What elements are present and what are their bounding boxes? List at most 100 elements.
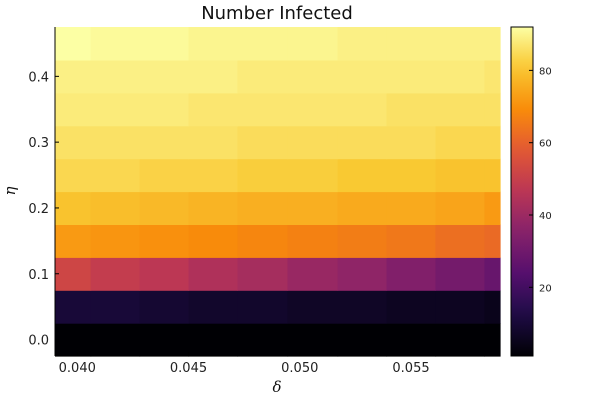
heatmap-cell [484,323,501,357]
heatmap-cell [484,59,501,94]
heatmap-cell [55,59,92,94]
heatmap-cell [435,92,486,127]
heatmap-cell [188,257,239,291]
heatmap-cell [337,323,388,357]
heatmap-cell [237,27,289,61]
heatmap-cell [287,158,339,193]
colorbar-tick-label: 40 [539,211,552,222]
heatmap-cell [90,125,141,160]
heatmap-cell [55,191,92,225]
y-tick-label: 0.1 [28,268,49,283]
heatmap-cell [139,224,190,258]
heatmap-cell [237,191,289,225]
heatmap-cell [287,59,339,94]
heatmap-cell [55,257,92,291]
chart-title: Number Infected [201,3,353,24]
heatmap-cell [139,257,190,291]
heatmap-cell [287,191,339,225]
heatmap-cell [484,257,501,291]
heatmap-cell [55,27,92,61]
heatmap-cell [287,323,339,357]
heatmap-cell [139,290,190,324]
heatmap-cell [435,125,486,160]
heatmap-cell [386,290,437,324]
heatmap-cell [188,323,239,357]
heatmap-cell [386,323,437,357]
heatmap-cell [55,323,92,357]
heatmap-cell [237,158,289,193]
heatmap-cell [55,158,92,193]
heatmap-cell [386,59,437,94]
heatmap-cell [435,158,486,193]
heatmap-cell [55,290,92,324]
heatmap-cell [337,257,388,291]
heatmap-cell [337,224,388,258]
heatmap-cell [90,257,141,291]
heatmap-cell [188,125,239,160]
y-tick-label: 0.4 [28,70,49,85]
heatmap-cell [435,257,486,291]
x-tick-label: 0.045 [170,361,207,376]
heatmap-cell [139,125,190,160]
heatmap-cell [90,224,141,258]
heatmap-cell [337,125,388,160]
heatmap-cell [337,92,388,127]
heatmap-cell [386,158,437,193]
colorbar: 20 40 60 80 [510,26,552,357]
heatmap-cell [139,323,190,357]
heatmap-cell [139,27,190,61]
heatmap-cell [337,158,388,193]
heatmap-cell [435,323,486,357]
heatmap-cell [287,27,339,61]
colorbar-gradient [510,26,534,357]
heatmap-cell [55,92,92,127]
heatmap-cell [188,224,239,258]
heatmap-cell [188,92,239,127]
x-tick-label: 0.050 [281,361,318,376]
y-axis-ticks: 0.0 0.1 0.2 0.3 0.4 [28,70,59,349]
heatmap-cell [287,257,339,291]
heatmap-cell [188,191,239,225]
heatmap-cell [237,290,289,324]
heatmap-cell [386,224,437,258]
colorbar-tick-label: 20 [539,283,552,294]
heatmap-cell [139,158,190,193]
heatmap-cell [386,27,437,61]
heatmap-cell [337,290,388,324]
heatmap-cell [337,27,388,61]
heatmap-cell [484,125,501,160]
heatmap-cell [90,92,141,127]
heatmap-cell [435,290,486,324]
heatmap-cell [337,59,388,94]
heatmap-cell [484,191,501,225]
heatmap-cell [188,27,239,61]
heatmap-cell [55,125,92,160]
y-tick-label: 0.0 [28,334,49,349]
heatmap-cell [484,27,501,61]
heatmap-cell [237,125,289,160]
heatmap-cell [188,290,239,324]
heatmap-cell [287,290,339,324]
heatmap-cell [484,224,501,258]
x-axis-ticks: 0.040 0.045 0.050 0.055 [59,352,430,376]
heatmap-cell [484,290,501,324]
x-axis-title: δ [272,378,281,396]
colorbar-tick-label: 80 [539,66,552,77]
heatmap-cell [90,59,141,94]
heatmap-cell [435,59,486,94]
y-tick-label: 0.2 [28,202,49,217]
heatmap-cell [237,257,289,291]
heatmap-cell [386,257,437,291]
heatmap-cell [90,27,141,61]
heatmap-cell [386,191,437,225]
heatmap-cell [237,92,289,127]
heatmap-cell [435,224,486,258]
heatmap-cell [386,125,437,160]
plot-axes [54,27,500,357]
heatmap-cell [90,323,141,357]
heatmap-cells [55,27,501,357]
heatmap-cell [188,158,239,193]
heatmap-cell [237,323,289,357]
y-axis-title: η [1,187,19,196]
